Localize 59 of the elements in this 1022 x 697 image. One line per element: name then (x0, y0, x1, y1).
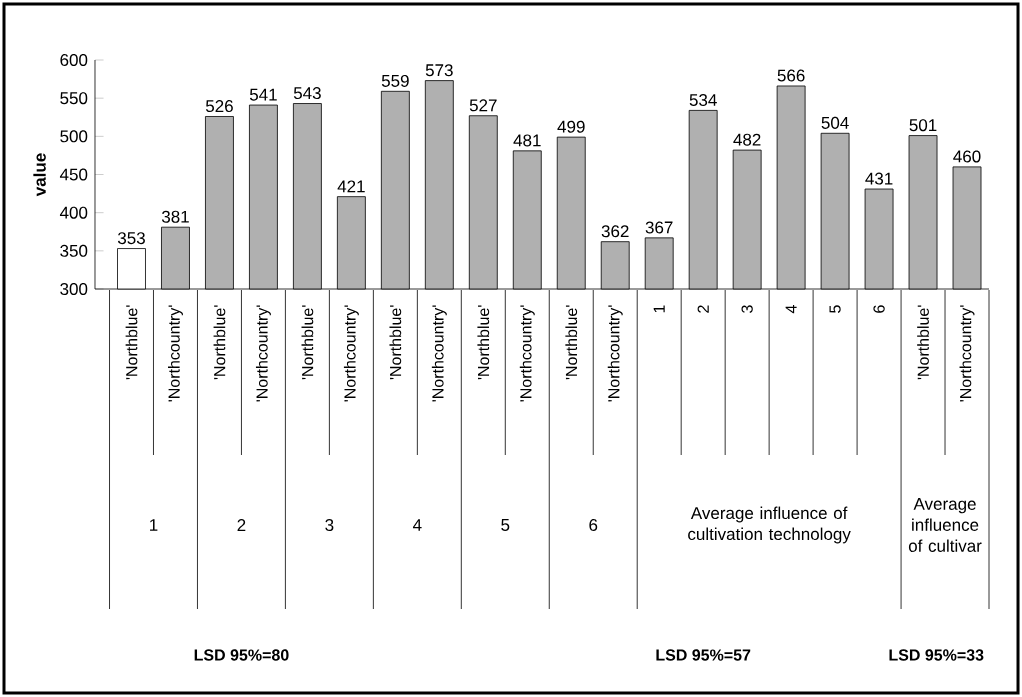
y-tick-label: 600 (60, 54, 88, 67)
data-label: 367 (645, 221, 673, 234)
data-label: 381 (161, 210, 189, 223)
x-tick-label: 'Northblue' (917, 305, 929, 380)
data-label: 527 (469, 99, 497, 112)
y-tick-label: 500 (60, 130, 88, 143)
x-tick-label: 1 (653, 305, 665, 313)
data-label: 541 (249, 88, 277, 101)
x-tick-label: 3 (741, 305, 753, 313)
x-tick-label: 'Northblue' (213, 305, 226, 380)
text: 5 (501, 519, 510, 531)
data-label: 526 (205, 100, 233, 113)
data-label: 543 (293, 87, 321, 100)
x-tick-label: 5 (829, 305, 841, 313)
text: LSD 95%=80 (194, 649, 289, 661)
x-tick-label: 'Northblue' (389, 305, 402, 380)
data-label: 421 (337, 180, 365, 193)
y-tick-label: 300 (60, 283, 88, 296)
data-label: 501 (909, 119, 937, 132)
x-tick-label: 4 (785, 305, 797, 314)
x-tick-label: 6 (873, 305, 885, 313)
text: 1 (150, 519, 158, 531)
text: Average influence of cultivar (908, 498, 982, 552)
y-axis-title: value (33, 153, 46, 197)
data-label: 534 (689, 93, 717, 106)
y-tick-label: 400 (59, 206, 88, 219)
data-label: 559 (381, 74, 409, 87)
x-tick-label: 'Northcountry' (168, 305, 183, 402)
x-tick-label: 'Northblue' (477, 305, 490, 380)
data-label: 566 (777, 69, 805, 82)
text: 2 (237, 519, 246, 531)
text: Average influence of cultivation technology (688, 506, 851, 544)
data-label: 460 (953, 150, 981, 163)
data-label: 431 (865, 172, 893, 185)
x-tick-label: 'Northcountry' (255, 305, 271, 402)
text: 3 (325, 519, 334, 532)
data-label: 481 (513, 134, 541, 147)
x-tick-label: 'Northcountry' (431, 305, 447, 402)
y-tick-label: 350 (60, 244, 88, 257)
data-label: 353 (117, 232, 145, 245)
x-tick-label: 'Northblue' (301, 305, 314, 380)
x-tick-label: 'Northblue' (565, 305, 578, 380)
x-tick-label: 2 (697, 305, 709, 313)
x-tick-label: 'Northcountry' (607, 305, 623, 402)
text: LSD 95%=33 (889, 649, 984, 661)
y-tick-label: 450 (59, 168, 88, 181)
text: 6 (589, 519, 598, 532)
x-tick-label: 'Northblue' (125, 305, 138, 380)
y-tick-label: 550 (60, 92, 88, 105)
data-label: 362 (601, 225, 629, 238)
data-label: 573 (425, 64, 453, 77)
data-label: 482 (733, 133, 761, 146)
text: 4 (412, 519, 422, 531)
x-tick-label: 'Northcountry' (343, 305, 359, 402)
text: LSD 95%=57 (656, 649, 751, 661)
x-tick-label: 'Northcountry' (519, 305, 535, 402)
data-label: 499 (557, 120, 585, 133)
data-label: 504 (821, 116, 849, 129)
x-tick-label: 'Northcountry' (959, 305, 975, 402)
